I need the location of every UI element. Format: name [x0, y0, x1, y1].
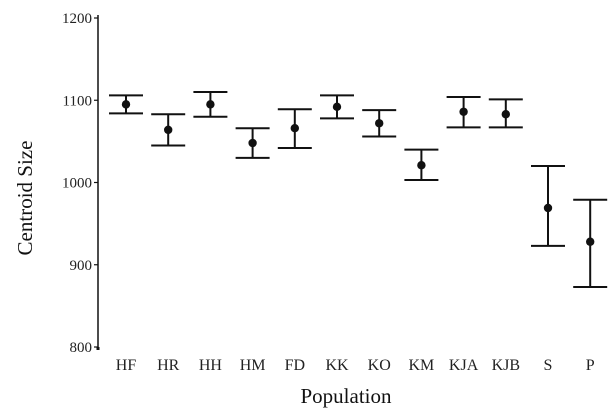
- errorbar-km: [404, 148, 439, 182]
- x-tick-label: HH: [199, 357, 223, 374]
- mean-point: [121, 100, 131, 109]
- errorbar-kja: [446, 95, 481, 129]
- mean-point: [290, 124, 299, 133]
- x-tick-label: FD: [285, 357, 305, 374]
- errorbar-hh: [193, 91, 228, 118]
- x-tick-label: KK: [325, 357, 349, 374]
- errorbar-hf: [109, 94, 143, 115]
- mean-point: [501, 110, 510, 119]
- mean-point: [206, 100, 215, 109]
- x-axis: HF HR HH HM FD KK KO KM KJA KJB S P: [116, 357, 595, 374]
- errorbar-kjb: [488, 98, 523, 129]
- x-tick-label: KJA: [449, 357, 479, 374]
- x-tick-label: HR: [157, 357, 180, 374]
- x-tick-label: S: [544, 357, 553, 374]
- mean-point: [332, 102, 342, 112]
- y-tick-label: 1100: [63, 93, 92, 109]
- errorbar-s: [531, 165, 565, 247]
- x-tick-label: HF: [116, 357, 137, 374]
- axis-origin-marker: [96, 347, 100, 350]
- y-tick-label: 900: [70, 258, 93, 274]
- mean-point: [586, 237, 595, 246]
- mean-point: [417, 161, 426, 170]
- y-axis: 800 900 1000 1100 1200: [62, 11, 100, 356]
- y-axis-title: Centroid Size: [13, 141, 37, 256]
- plot-area: [109, 91, 608, 288]
- errorbar-ko: [362, 109, 397, 138]
- x-tick-label: KM: [409, 357, 435, 374]
- x-tick-label: KO: [368, 357, 391, 374]
- mean-point: [459, 107, 468, 116]
- y-tick-label: 1200: [62, 11, 92, 27]
- errorbar-hm: [235, 127, 270, 159]
- x-tick-label: HM: [240, 357, 266, 374]
- errorbar-fd: [277, 108, 312, 149]
- y-tick-label: 800: [70, 340, 93, 356]
- mean-point: [543, 203, 553, 213]
- x-tick-label: P: [586, 357, 595, 374]
- errorbar-kk: [320, 94, 354, 120]
- mean-point: [248, 138, 257, 148]
- errorbar-hr: [151, 113, 186, 147]
- y-tick-label: 1000: [62, 176, 92, 192]
- errorbar-p: [573, 198, 608, 288]
- x-tick-label: KJB: [492, 357, 520, 374]
- mean-point: [375, 119, 384, 128]
- mean-point: [164, 125, 173, 135]
- x-axis-title: Population: [300, 384, 392, 408]
